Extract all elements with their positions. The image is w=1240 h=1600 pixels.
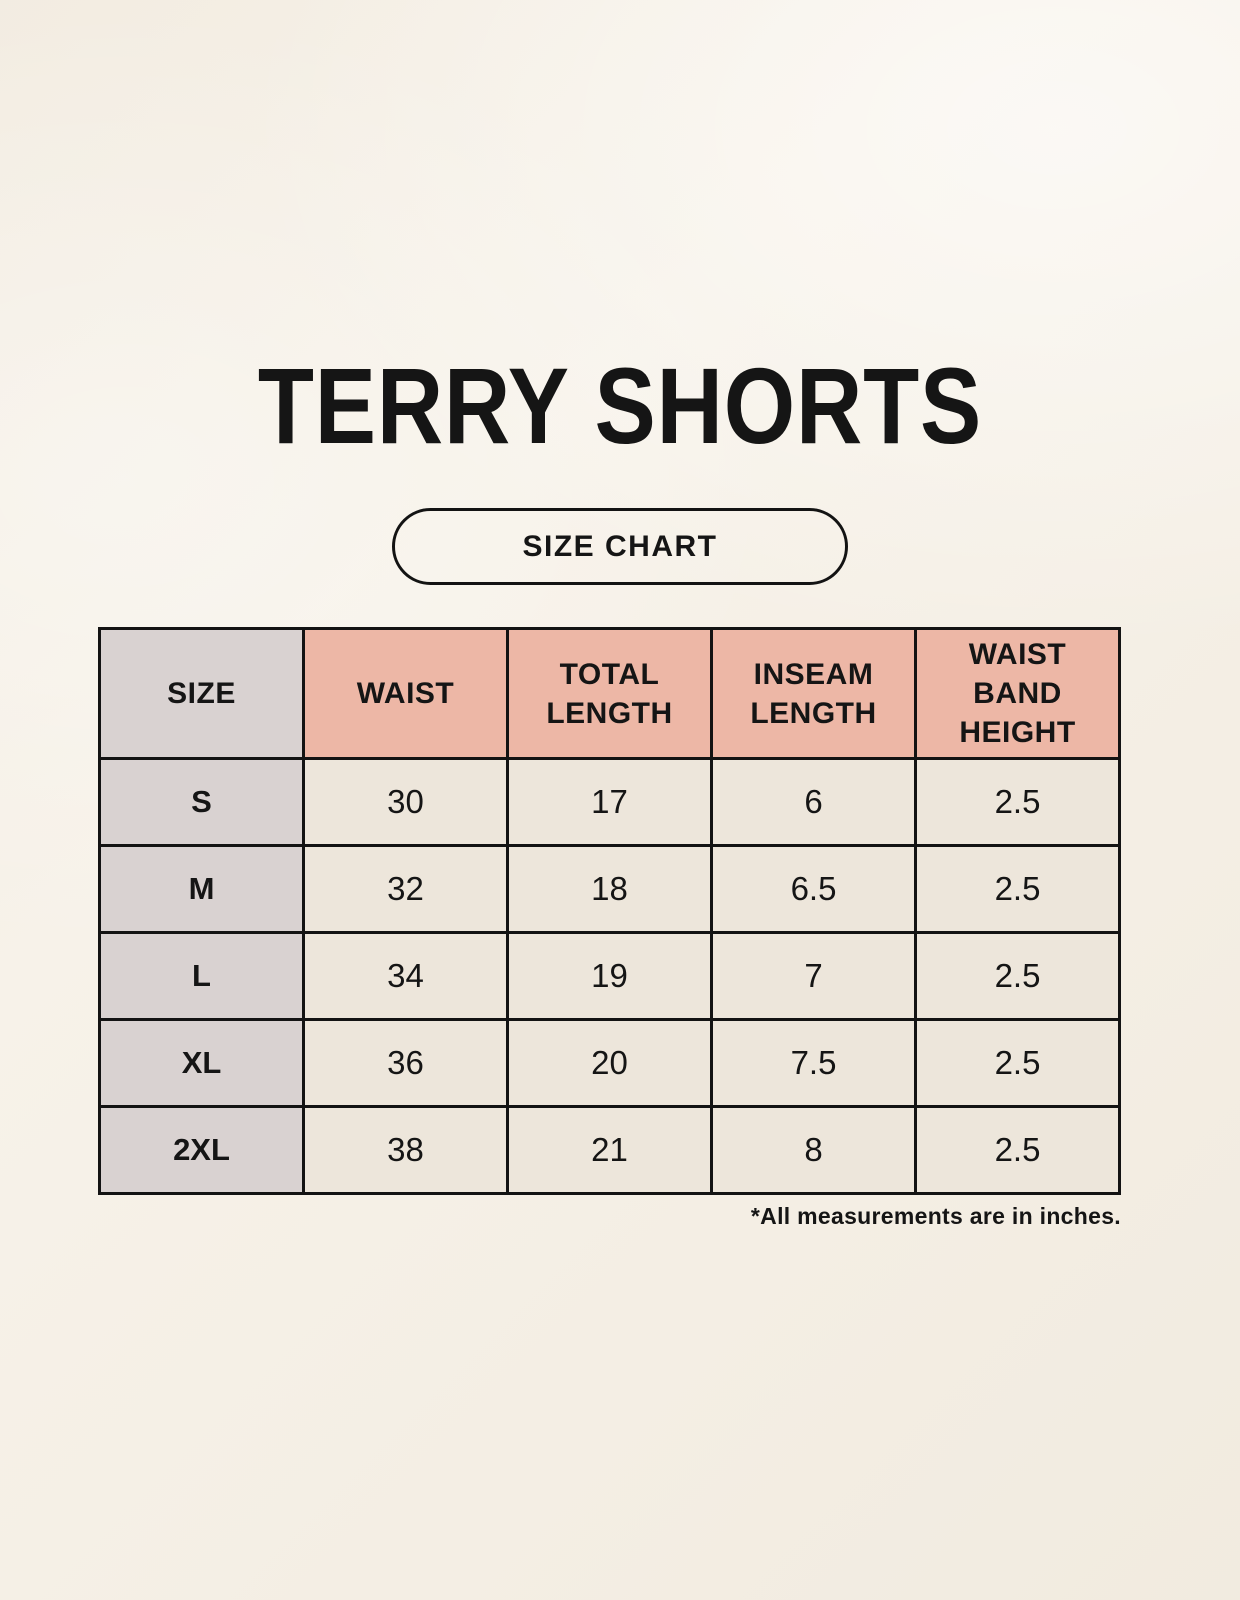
value-cell: 2.5 [914, 931, 1121, 1021]
table-row: M 32 18 6.5 2.5 [98, 844, 1121, 934]
value-cell: 34 [302, 931, 509, 1021]
header-cell-waist: WAIST [302, 627, 509, 760]
table-row: S 30 17 6 2.5 [98, 757, 1121, 847]
value-cell: 36 [302, 1018, 509, 1108]
value-cell: 18 [506, 844, 713, 934]
size-cell: L [98, 931, 305, 1021]
measurements-footnote: *All measurements are in inches. [750, 1203, 1121, 1229]
header-cell-waist-band-height: WAIST BAND HEIGHT [914, 627, 1121, 760]
value-cell: 2.5 [914, 1105, 1121, 1195]
size-cell: M [98, 844, 305, 934]
table-row: XL 36 20 7.5 2.5 [98, 1018, 1121, 1108]
value-cell: 19 [506, 931, 713, 1021]
value-cell: 2.5 [914, 1018, 1121, 1108]
value-cell: 21 [506, 1105, 713, 1195]
size-chart-button-label: SIZE CHART [522, 529, 718, 563]
value-cell: 2.5 [914, 757, 1121, 847]
page-title: TERRY SHORTS [257, 345, 983, 466]
value-cell: 20 [506, 1018, 713, 1108]
value-cell: 6.5 [710, 844, 917, 934]
header-cell-total-length: TOTAL LENGTH [506, 627, 713, 760]
header-cell-size: SIZE [98, 627, 305, 760]
value-cell: 32 [302, 844, 509, 934]
table-row: L 34 19 7 2.5 [98, 931, 1121, 1021]
header-cell-inseam-length: INSEAM LENGTH [710, 627, 917, 760]
value-cell: 38 [302, 1105, 509, 1195]
value-cell: 6 [710, 757, 917, 847]
value-cell: 17 [506, 757, 713, 847]
value-cell: 2.5 [914, 844, 1121, 934]
table-header-row: SIZE WAIST TOTAL LENGTH INSEAM LENGTH WA… [98, 627, 1121, 760]
size-cell: XL [98, 1018, 305, 1108]
value-cell: 7 [710, 931, 917, 1021]
size-chart-table: SIZE WAIST TOTAL LENGTH INSEAM LENGTH WA… [98, 627, 1121, 1195]
value-cell: 7.5 [710, 1018, 917, 1108]
value-cell: 30 [302, 757, 509, 847]
value-cell: 8 [710, 1105, 917, 1195]
size-cell: S [98, 757, 305, 847]
table-row: 2XL 38 21 8 2.5 [98, 1105, 1121, 1195]
size-chart-section: SIZE WAIST TOTAL LENGTH INSEAM LENGTH WA… [98, 627, 1121, 1230]
size-cell: 2XL [98, 1105, 305, 1195]
size-chart-button[interactable]: SIZE CHART [392, 508, 848, 585]
